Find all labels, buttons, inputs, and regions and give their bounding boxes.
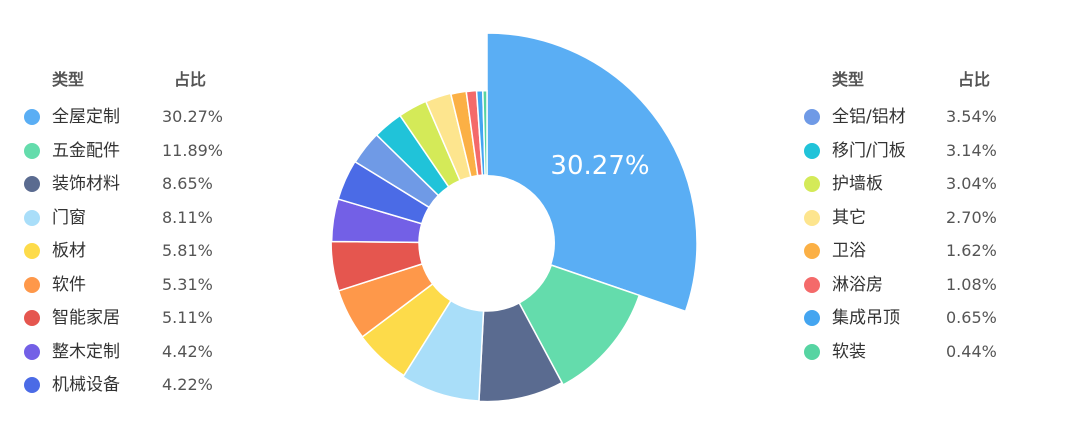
legend-item[interactable]: 护墙板 3.04% [804,172,1044,196]
legend-label: 移门/门板 [832,140,906,161]
legend-item[interactable]: 卫浴 1.62% [804,239,1044,263]
legend-label: 装饰材料 [52,174,120,194]
legend-value: 5.11% [162,308,213,327]
legend-value: 8.11% [162,207,213,227]
legend-item[interactable]: 集成吊顶 0.65% [804,306,1044,330]
legend-label: 卫浴 [832,241,866,261]
legend-header-type: 类型 [832,70,865,89]
legend-value: 8.65% [162,174,213,193]
legend-swatch [804,142,820,159]
legend-item[interactable]: 软件 5.31% [24,273,264,297]
legend-value: 5.81% [162,241,213,260]
legend-label: 护墙板 [832,174,883,194]
legend-label: 机械设备 [52,375,120,395]
legend-label: 全屋定制 [52,107,120,127]
legend-label: 门窗 [52,207,86,228]
legend-value: 2.70% [946,207,997,227]
legend-label: 软件 [52,274,86,295]
legend-item[interactable]: 五金配件 11.89% [24,139,264,163]
legend-swatch [24,276,40,293]
legend-value: 30.27% [162,107,224,126]
legend-label: 智能家居 [52,308,120,328]
legend-label: 淋浴房 [832,274,883,295]
legend-swatch [24,310,40,326]
legend-swatch [24,377,40,393]
legend-item[interactable]: 其它 2.70% [804,206,1044,230]
legend-swatch [804,276,820,293]
legend-value: 3.14% [946,140,997,160]
legend-item[interactable]: 软装 0.44% [804,340,1044,364]
legend-swatch [804,310,820,326]
legend-header-share: 占比 [958,70,991,89]
legend-value: 3.04% [946,174,997,193]
legend-item[interactable]: 淋浴房 1.08% [804,273,1044,297]
legend-swatch [24,343,40,360]
legend-swatch [804,209,820,226]
legend-item[interactable]: 全屋定制 30.27% [24,105,264,129]
legend-value: 1.62% [946,241,997,260]
legend-item[interactable]: 移门/门板 3.14% [804,139,1044,163]
legend-item[interactable]: 装饰材料 8.65% [24,172,264,196]
legend-header-share: 占比 [174,70,207,89]
legend-value: 11.89% [162,140,224,160]
legend-item[interactable]: 门窗 8.11% [24,206,264,230]
legend-label: 软装 [832,341,866,362]
legend-value: 5.31% [162,274,213,294]
legend-swatch [24,142,40,159]
legend-swatch [24,109,40,125]
legend-label: 全铝/铝材 [832,107,906,127]
legend-value: 4.22% [162,375,213,394]
legend-label: 集成吊顶 [832,308,900,328]
legend-item[interactable]: 智能家居 5.11% [24,306,264,330]
legend-label: 板材 [52,241,86,261]
legend-label: 整木定制 [52,341,120,362]
highlight-data-label: 30.27% [550,151,649,181]
legend-value: 3.54% [946,107,997,126]
legend-swatch [804,109,820,125]
legend-swatch [804,243,820,259]
legend-label: 其它 [832,207,866,228]
legend-item[interactable]: 全铝/铝材 3.54% [804,105,1044,129]
legend-value: 1.08% [946,274,997,294]
legend-swatch [804,176,820,192]
legend-item[interactable]: 整木定制 4.42% [24,340,264,364]
legend-item[interactable]: 板材 5.81% [24,239,264,263]
donut-hole [419,175,555,311]
legend-swatch [24,176,40,192]
legend-label: 五金配件 [52,140,120,161]
legend-header-type: 类型 [52,70,85,89]
legend-swatch [24,209,40,226]
legend-value: 0.65% [946,308,997,327]
legend-swatch [804,343,820,360]
legend-item[interactable]: 机械设备 4.22% [24,373,264,397]
legend-value: 4.42% [162,341,213,361]
legend-value: 0.44% [946,341,997,361]
legend-swatch [24,243,40,259]
